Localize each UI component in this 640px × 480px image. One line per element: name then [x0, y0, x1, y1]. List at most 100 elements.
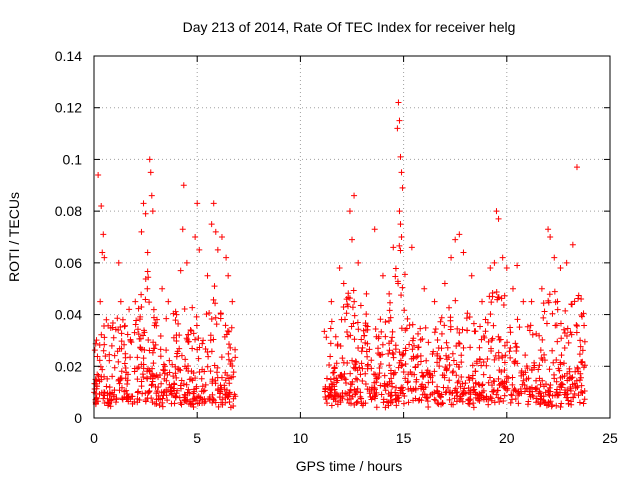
data-point [567, 329, 574, 336]
data-point [354, 319, 361, 326]
data-point [374, 375, 381, 382]
data-point [134, 326, 141, 333]
data-point [323, 400, 330, 407]
data-point [449, 369, 456, 376]
data-point [491, 259, 498, 266]
data-point [401, 271, 408, 278]
data-point [552, 392, 559, 399]
data-point [358, 395, 365, 402]
data-point [483, 362, 490, 369]
data-point [448, 401, 455, 408]
data-point [144, 268, 151, 275]
data-point [390, 354, 397, 361]
data-point [149, 349, 156, 356]
data-point [199, 340, 206, 347]
data-point [545, 226, 552, 233]
data-point [467, 396, 474, 403]
data-point [386, 347, 393, 354]
data-point [443, 352, 450, 359]
data-point [561, 345, 568, 352]
data-point [499, 380, 506, 387]
data-point [458, 395, 465, 402]
data-point [526, 327, 533, 334]
data-point [118, 368, 125, 375]
data-point [148, 192, 155, 199]
data-point [190, 369, 197, 376]
data-point [536, 332, 543, 339]
data-point [438, 330, 445, 337]
data-point [450, 368, 457, 375]
data-point [218, 354, 225, 361]
data-point [426, 371, 433, 378]
data-point [111, 387, 118, 394]
data-point [434, 388, 441, 395]
data-point [567, 387, 574, 394]
data-point [222, 391, 229, 398]
data-point [359, 402, 366, 409]
data-point [565, 400, 572, 407]
data-point [496, 381, 503, 388]
data-point [575, 392, 582, 399]
data-point [185, 338, 192, 345]
data-point [558, 381, 565, 388]
data-point [445, 354, 452, 361]
data-point [507, 324, 514, 331]
data-point [382, 319, 389, 326]
data-point [149, 208, 156, 215]
data-point [456, 397, 463, 404]
data-point [192, 375, 199, 382]
data-point [357, 371, 364, 378]
data-point [368, 396, 375, 403]
data-point [429, 372, 436, 379]
data-point [223, 331, 230, 338]
data-point [533, 395, 540, 402]
data-point [201, 387, 208, 394]
data-point [537, 347, 544, 354]
data-point [536, 401, 543, 408]
data-point [573, 329, 580, 336]
data-point [573, 164, 580, 171]
data-point [418, 385, 425, 392]
data-point [516, 324, 523, 331]
data-point [108, 342, 115, 349]
data-point [119, 316, 126, 323]
data-point [386, 290, 393, 297]
data-point [142, 398, 149, 405]
data-point [404, 315, 411, 322]
data-point [196, 344, 203, 351]
data-point [569, 241, 576, 248]
data-point [446, 361, 453, 368]
data-point [354, 398, 361, 405]
data-point [459, 380, 466, 387]
data-point [364, 353, 371, 360]
data-point [480, 371, 487, 378]
data-point [458, 374, 465, 381]
data-point [169, 361, 176, 368]
data-point [506, 348, 513, 355]
data-point [485, 338, 492, 345]
data-point [351, 192, 358, 199]
data-point [560, 360, 567, 367]
data-point [355, 259, 362, 266]
data-point [553, 402, 560, 409]
data-point [417, 352, 424, 359]
data-point [131, 329, 138, 336]
data-point [375, 350, 382, 357]
data-point [180, 182, 187, 189]
data-point [495, 333, 502, 340]
data-point [200, 337, 207, 344]
data-point [344, 333, 351, 340]
data-point [417, 325, 424, 332]
data-point [191, 395, 198, 402]
y-tick-label: 0 [74, 410, 82, 426]
data-point [170, 334, 177, 341]
data-point [541, 357, 548, 364]
data-point [146, 387, 153, 394]
data-point [119, 395, 126, 402]
data-point [531, 359, 538, 366]
data-point [331, 383, 338, 390]
data-point [218, 234, 225, 240]
data-point [521, 388, 528, 395]
data-point [416, 396, 423, 403]
data-point [578, 389, 585, 396]
